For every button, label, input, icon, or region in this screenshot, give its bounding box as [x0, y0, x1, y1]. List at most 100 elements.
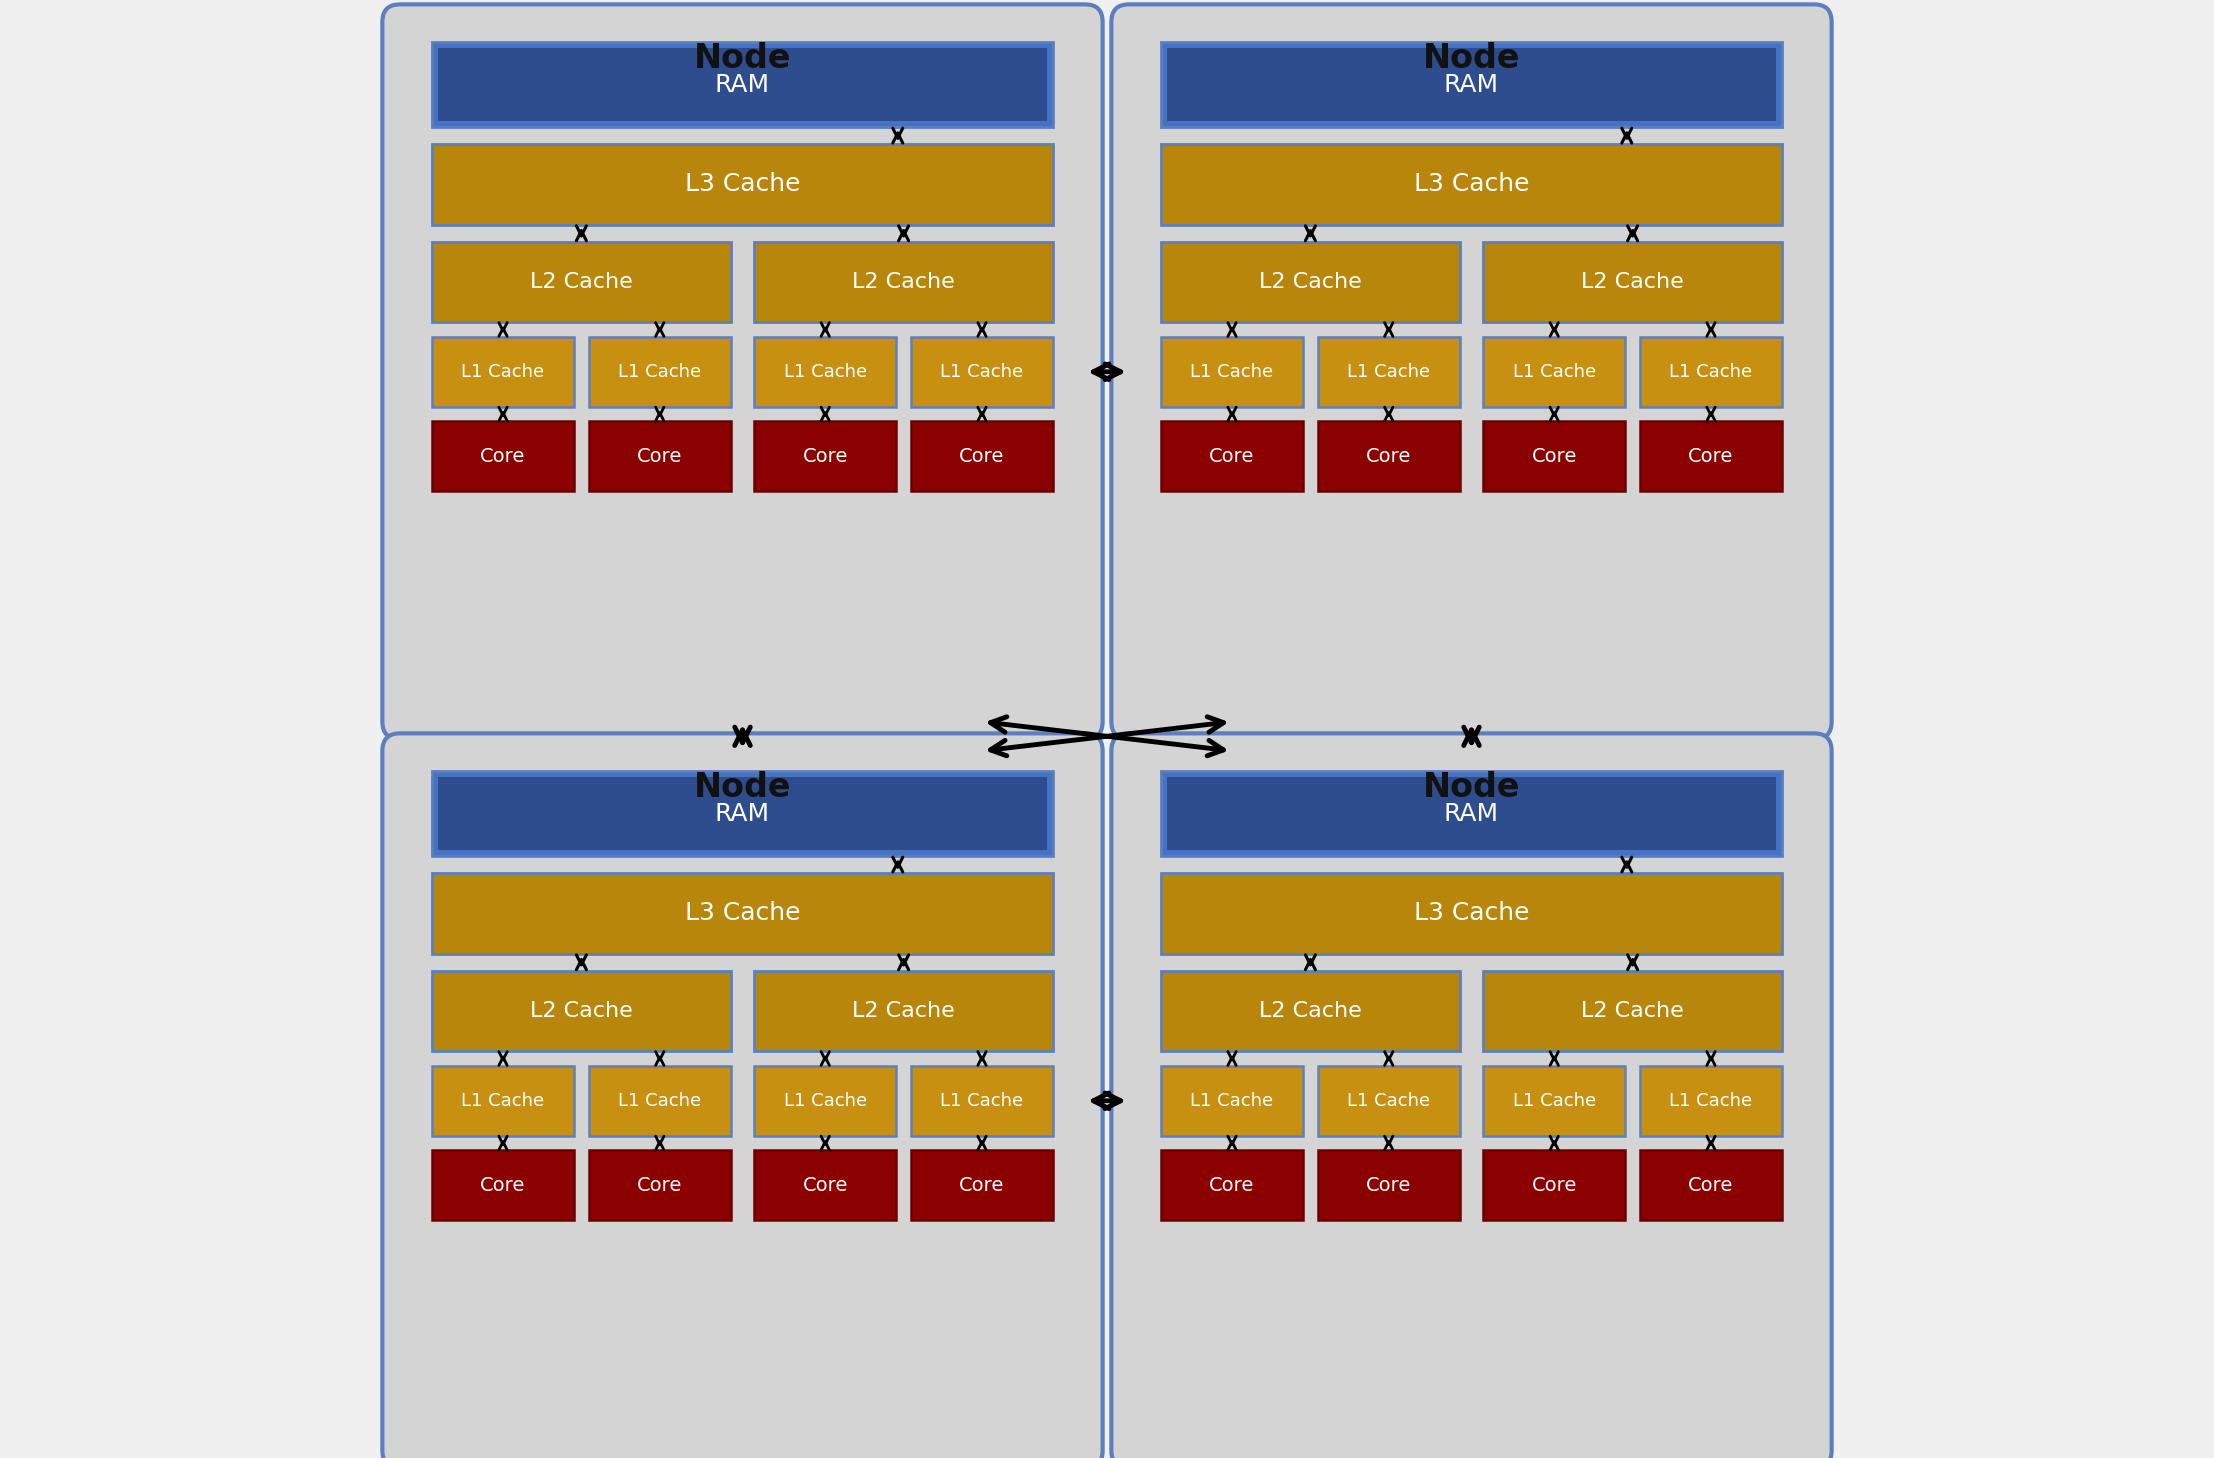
Text: Core: Core	[1209, 446, 1255, 467]
FancyBboxPatch shape	[1483, 421, 1625, 491]
Text: L2 Cache: L2 Cache	[529, 1002, 633, 1021]
FancyBboxPatch shape	[1641, 337, 1782, 407]
FancyBboxPatch shape	[755, 242, 1054, 322]
Text: L2 Cache: L2 Cache	[529, 273, 633, 292]
FancyBboxPatch shape	[432, 1066, 573, 1136]
FancyBboxPatch shape	[589, 1150, 731, 1220]
Text: L1 Cache: L1 Cache	[784, 363, 868, 381]
Text: L1 Cache: L1 Cache	[1346, 1092, 1430, 1110]
Text: L2 Cache: L2 Cache	[852, 1002, 954, 1021]
Text: Core: Core	[959, 446, 1005, 467]
Text: Node: Node	[693, 771, 790, 803]
Text: L3 Cache: L3 Cache	[684, 172, 799, 197]
FancyBboxPatch shape	[1160, 242, 1459, 322]
Text: L1 Cache: L1 Cache	[461, 363, 545, 381]
Text: L3 Cache: L3 Cache	[1415, 901, 1530, 926]
Text: L2 Cache: L2 Cache	[1581, 273, 1685, 292]
Text: Core: Core	[1366, 446, 1413, 467]
Text: L1 Cache: L1 Cache	[941, 1092, 1023, 1110]
Text: RAM: RAM	[1444, 802, 1499, 825]
FancyBboxPatch shape	[589, 1066, 731, 1136]
Text: L1 Cache: L1 Cache	[1191, 363, 1273, 381]
Text: Core: Core	[959, 1175, 1005, 1196]
Text: L3 Cache: L3 Cache	[1415, 172, 1530, 197]
FancyBboxPatch shape	[1160, 337, 1304, 407]
FancyBboxPatch shape	[1483, 337, 1625, 407]
FancyBboxPatch shape	[438, 777, 1047, 850]
FancyBboxPatch shape	[1317, 337, 1459, 407]
FancyBboxPatch shape	[755, 971, 1054, 1051]
Text: Node: Node	[1424, 771, 1521, 803]
Text: L2 Cache: L2 Cache	[1260, 1002, 1362, 1021]
Text: Core: Core	[480, 446, 525, 467]
FancyBboxPatch shape	[1160, 771, 1782, 856]
FancyBboxPatch shape	[432, 771, 1054, 856]
Text: Core: Core	[1689, 1175, 1734, 1196]
FancyBboxPatch shape	[755, 1150, 897, 1220]
FancyBboxPatch shape	[432, 242, 731, 322]
Text: L1 Cache: L1 Cache	[1669, 1092, 1753, 1110]
FancyBboxPatch shape	[1167, 48, 1776, 121]
Text: L2 Cache: L2 Cache	[1260, 273, 1362, 292]
Text: Core: Core	[801, 446, 848, 467]
FancyBboxPatch shape	[1317, 1066, 1459, 1136]
Text: L1 Cache: L1 Cache	[1512, 363, 1596, 381]
FancyBboxPatch shape	[1160, 144, 1782, 225]
FancyBboxPatch shape	[1483, 242, 1782, 322]
FancyBboxPatch shape	[1160, 1150, 1304, 1220]
Text: L1 Cache: L1 Cache	[1512, 1092, 1596, 1110]
FancyBboxPatch shape	[1111, 4, 1831, 739]
Text: L1 Cache: L1 Cache	[1669, 363, 1753, 381]
Text: Core: Core	[1366, 1175, 1413, 1196]
Text: Core: Core	[1689, 446, 1734, 467]
Text: Core: Core	[480, 1175, 525, 1196]
FancyBboxPatch shape	[432, 873, 1054, 954]
FancyBboxPatch shape	[1641, 1066, 1782, 1136]
FancyBboxPatch shape	[383, 4, 1103, 739]
FancyBboxPatch shape	[910, 421, 1054, 491]
FancyBboxPatch shape	[755, 337, 897, 407]
FancyBboxPatch shape	[1160, 421, 1304, 491]
Text: RAM: RAM	[1444, 73, 1499, 96]
FancyBboxPatch shape	[432, 1150, 573, 1220]
FancyBboxPatch shape	[910, 337, 1054, 407]
FancyBboxPatch shape	[910, 1066, 1054, 1136]
FancyBboxPatch shape	[1317, 1150, 1459, 1220]
FancyBboxPatch shape	[432, 337, 573, 407]
FancyBboxPatch shape	[1160, 42, 1782, 127]
Text: L1 Cache: L1 Cache	[618, 363, 702, 381]
FancyBboxPatch shape	[432, 144, 1054, 225]
FancyBboxPatch shape	[1483, 1066, 1625, 1136]
FancyBboxPatch shape	[383, 733, 1103, 1458]
Text: Core: Core	[1532, 446, 1576, 467]
FancyBboxPatch shape	[1111, 733, 1831, 1458]
Text: Core: Core	[1532, 1175, 1576, 1196]
FancyBboxPatch shape	[1160, 1066, 1304, 1136]
Text: L1 Cache: L1 Cache	[1346, 363, 1430, 381]
Text: L1 Cache: L1 Cache	[941, 363, 1023, 381]
FancyBboxPatch shape	[910, 1150, 1054, 1220]
Text: Core: Core	[1209, 1175, 1255, 1196]
Text: L1 Cache: L1 Cache	[618, 1092, 702, 1110]
FancyBboxPatch shape	[1317, 421, 1459, 491]
Text: Node: Node	[693, 42, 790, 74]
FancyBboxPatch shape	[1483, 1150, 1625, 1220]
Text: L3 Cache: L3 Cache	[684, 901, 799, 926]
FancyBboxPatch shape	[589, 337, 731, 407]
FancyBboxPatch shape	[1160, 873, 1782, 954]
Text: RAM: RAM	[715, 802, 770, 825]
FancyBboxPatch shape	[1167, 777, 1776, 850]
FancyBboxPatch shape	[438, 48, 1047, 121]
Text: L1 Cache: L1 Cache	[461, 1092, 545, 1110]
Text: Core: Core	[638, 446, 682, 467]
Text: Core: Core	[638, 1175, 682, 1196]
FancyBboxPatch shape	[432, 42, 1054, 127]
FancyBboxPatch shape	[755, 421, 897, 491]
FancyBboxPatch shape	[1483, 971, 1782, 1051]
Text: L1 Cache: L1 Cache	[1191, 1092, 1273, 1110]
FancyBboxPatch shape	[589, 421, 731, 491]
Text: L1 Cache: L1 Cache	[784, 1092, 868, 1110]
FancyBboxPatch shape	[755, 1066, 897, 1136]
Text: Core: Core	[801, 1175, 848, 1196]
FancyBboxPatch shape	[432, 421, 573, 491]
